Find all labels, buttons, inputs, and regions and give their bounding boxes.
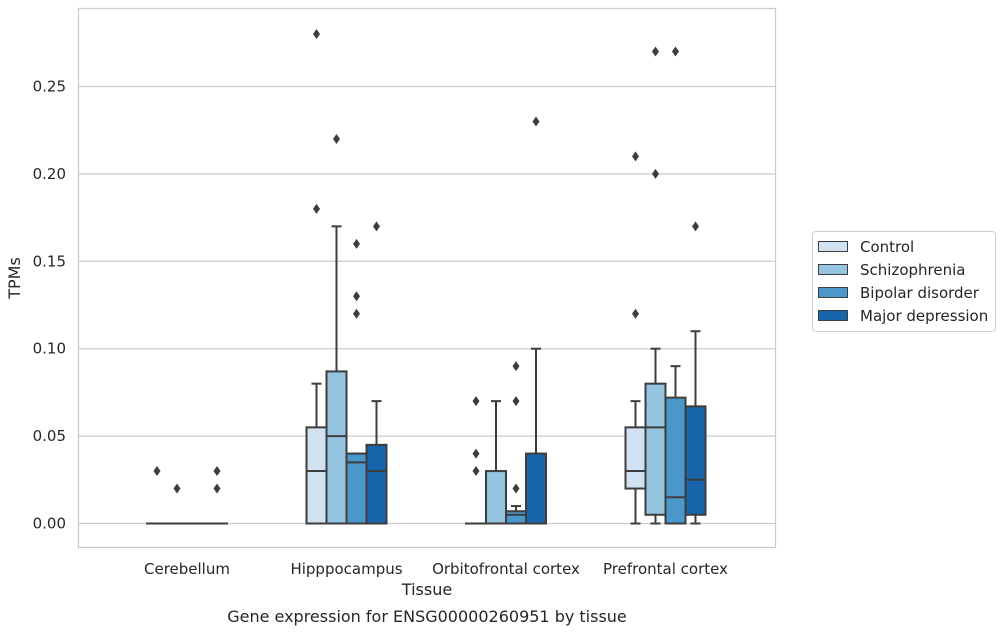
- y-tick-label-0-15: 0.15: [33, 252, 66, 270]
- box-orbitofrontal-cortex-bipolar-disorder: [505, 361, 527, 525]
- legend-item-major-depression: Major depression: [813, 304, 995, 327]
- legend-label-major-depression: Major depression: [860, 306, 989, 325]
- y-tick-label-0-05: 0.05: [33, 427, 66, 445]
- box-orbitofrontal-cortex-schizophrenia: [485, 400, 507, 525]
- legend-swatch-control: [818, 241, 848, 252]
- chart-title: Gene expression for ENSG00000260951 by t…: [227, 607, 627, 626]
- y-tick-label-0-20: 0.20: [33, 165, 66, 183]
- box-prefrontal-cortex-bipolar-disorder: [664, 46, 687, 525]
- box-iqr: [505, 510, 527, 525]
- x-tick-label-cerebellum: Cerebellum: [144, 560, 230, 578]
- box-iqr: [664, 396, 687, 525]
- outlier-point: [173, 483, 181, 494]
- outlier-point: [652, 168, 659, 179]
- box-iqr: [644, 382, 667, 516]
- box-iqr: [365, 443, 388, 525]
- y-axis-label: TPMs: [5, 257, 24, 300]
- x-tick-label-hipppocampus: Hipppocampus: [290, 560, 402, 578]
- y-tick-label-0-00: 0.00: [33, 515, 66, 533]
- box-hipppocampus-bipolar-disorder: [345, 238, 368, 525]
- box-hipppocampus-control: [305, 29, 328, 525]
- outlier-point: [632, 151, 639, 162]
- legend-swatch-major-depression: [818, 310, 848, 321]
- outlier-point: [153, 466, 161, 477]
- legend-item-control: Control: [813, 235, 995, 258]
- legend-item-bipolar-disorder: Bipolar disorder: [813, 281, 995, 304]
- box-prefrontal-cortex-schizophrenia: [644, 46, 667, 525]
- legend-label-schizophrenia: Schizophrenia: [860, 260, 966, 279]
- outlier-point: [353, 308, 360, 319]
- y-tick-label-0-25: 0.25: [33, 78, 66, 96]
- outlier-point: [373, 221, 380, 232]
- box-iqr: [345, 452, 368, 525]
- box-iqr: [325, 370, 348, 525]
- outlier-point: [313, 203, 320, 214]
- box-prefrontal-cortex-control: [624, 151, 647, 525]
- outlier-point: [512, 361, 520, 372]
- box-hipppocampus-major-depression: [365, 221, 388, 525]
- box-cerebellum-major-depression: [206, 466, 228, 525]
- box-prefrontal-cortex-major-depression: [684, 221, 707, 525]
- outlier-point: [213, 483, 221, 494]
- outlier-point: [512, 396, 520, 407]
- legend: Control Schizophrenia Bipolar disorder M…: [812, 231, 996, 332]
- box-iqr: [684, 405, 707, 516]
- outlier-point: [632, 308, 639, 319]
- y-tick-label-0-10: 0.10: [33, 340, 66, 358]
- outlier-point: [672, 46, 679, 57]
- outlier-point: [512, 483, 520, 494]
- box-iqr: [305, 426, 328, 525]
- legend-item-schizophrenia: Schizophrenia: [813, 258, 995, 281]
- box-iqr: [485, 470, 507, 525]
- boxes: [146, 29, 707, 525]
- box-iqr: [525, 452, 547, 525]
- y-axis-ticks: 0.00 0.05 0.10 0.15 0.20 0.25: [33, 78, 66, 533]
- x-axis-label: Tissue: [401, 580, 452, 599]
- outlier-point: [652, 46, 659, 57]
- outlier-point: [213, 466, 221, 477]
- x-axis-ticks: Cerebellum Hipppocampus Orbitofrontal cort…: [144, 560, 728, 578]
- outlier-point: [472, 466, 480, 477]
- outlier-point: [692, 221, 699, 232]
- outlier-point: [532, 116, 540, 127]
- outlier-point: [472, 448, 480, 459]
- x-tick-label-prefrontal-cortex: Prefrontal cortex: [603, 560, 728, 578]
- outlier-point: [353, 291, 360, 302]
- legend-swatch-schizophrenia: [818, 264, 848, 275]
- box-cerebellum-schizophrenia: [166, 483, 188, 525]
- box-iqr: [624, 426, 647, 490]
- box-orbitofrontal-cortex-major-depression: [525, 116, 547, 525]
- box-hipppocampus-schizophrenia: [325, 133, 348, 525]
- plot-frame: [77, 7, 777, 549]
- legend-label-bipolar-disorder: Bipolar disorder: [860, 283, 979, 302]
- x-tick-label-orbitofrontal-cortex: Orbitofrontal cortex: [432, 560, 580, 578]
- outlier-point: [333, 133, 340, 144]
- legend-swatch-bipolar-disorder: [818, 287, 848, 298]
- outlier-point: [472, 396, 480, 407]
- box-cerebellum-control: [146, 466, 168, 525]
- legend-label-control: Control: [860, 237, 915, 256]
- outlier-point: [353, 238, 360, 249]
- box-orbitofrontal-cortex-control: [465, 396, 487, 525]
- outlier-point: [313, 29, 320, 40]
